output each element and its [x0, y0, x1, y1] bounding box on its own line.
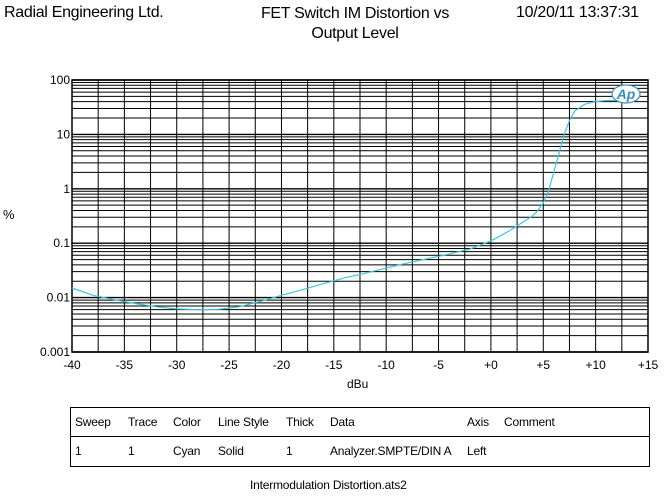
ap-logo-text: Ap — [616, 86, 636, 102]
cell-comment — [500, 436, 649, 466]
y-tick-label: 1 — [63, 182, 70, 196]
col-line-style: Line Style — [218, 414, 269, 429]
y-tick-label: 100 — [50, 73, 70, 87]
ap-logo: Ap — [611, 84, 641, 104]
x-axis-label: dBu — [347, 377, 369, 391]
cell-line-style: Solid — [218, 444, 244, 459]
col-color: Color — [173, 414, 201, 429]
x-tick-label: -5 — [433, 358, 444, 372]
col-thick: Thick — [286, 414, 314, 429]
cell-axis: Left — [467, 444, 487, 459]
y-axis-label: % — [3, 207, 15, 222]
cell-sweep: 1 — [75, 444, 82, 459]
x-tick-label: +5 — [536, 358, 550, 372]
legend-header-row: Sweep Trace Color Line Style Thick Data … — [71, 408, 649, 436]
cell-data: Analyzer.SMPTE/DIN A — [330, 444, 452, 459]
file-name: Intermodulation Distortion.ats2 — [250, 478, 407, 492]
col-comment: Comment — [504, 414, 555, 429]
legend-row: 1 1 Cyan Solid 1 Analyzer.SMPTE/DIN A Le… — [71, 436, 649, 466]
cell-thick: 1 — [286, 444, 293, 459]
x-tick-label: +15 — [638, 358, 659, 372]
series-line-sweep-1 — [71, 99, 638, 311]
x-tick-label: -35 — [116, 358, 134, 372]
x-tick-label: -30 — [168, 358, 186, 372]
x-tick-label: +10 — [585, 358, 606, 372]
col-sweep: Sweep — [75, 414, 111, 429]
chart-title: FET Switch IM Distortion vs Output Level — [260, 5, 450, 42]
trace-legend-table: Sweep Trace Color Line Style Thick Data … — [70, 407, 650, 467]
y-tick-label: 0.001 — [40, 345, 70, 359]
cell-color: Cyan — [173, 444, 201, 459]
chart-plot: -40 -35 -30 -25 -20 -15 -10 -5 +0 +5 +10 +15 0.001 0.… — [40, 73, 659, 372]
x-tick-label: +0 — [484, 358, 498, 372]
x-tick-label: -20 — [273, 358, 291, 372]
x-tick-label: -25 — [220, 358, 238, 372]
x-tick-label: -15 — [325, 358, 343, 372]
col-data: Data — [330, 414, 355, 429]
y-tick-label: 10 — [57, 127, 71, 141]
col-axis: Axis — [467, 414, 489, 429]
x-tick-label: -40 — [63, 358, 81, 372]
plot-frame — [71, 79, 649, 353]
ap-logo-ring — [611, 84, 641, 104]
col-trace: Trace — [128, 414, 158, 429]
timestamp: 10/20/11 13:37:31 — [516, 4, 639, 21]
y-tick-label: 0.1 — [53, 236, 70, 250]
cell-trace: 1 — [128, 444, 135, 459]
y-tick-label: 0.01 — [47, 291, 71, 305]
company-name: Radial Engineering Ltd. — [4, 4, 164, 21]
x-tick-label: -10 — [378, 358, 396, 372]
